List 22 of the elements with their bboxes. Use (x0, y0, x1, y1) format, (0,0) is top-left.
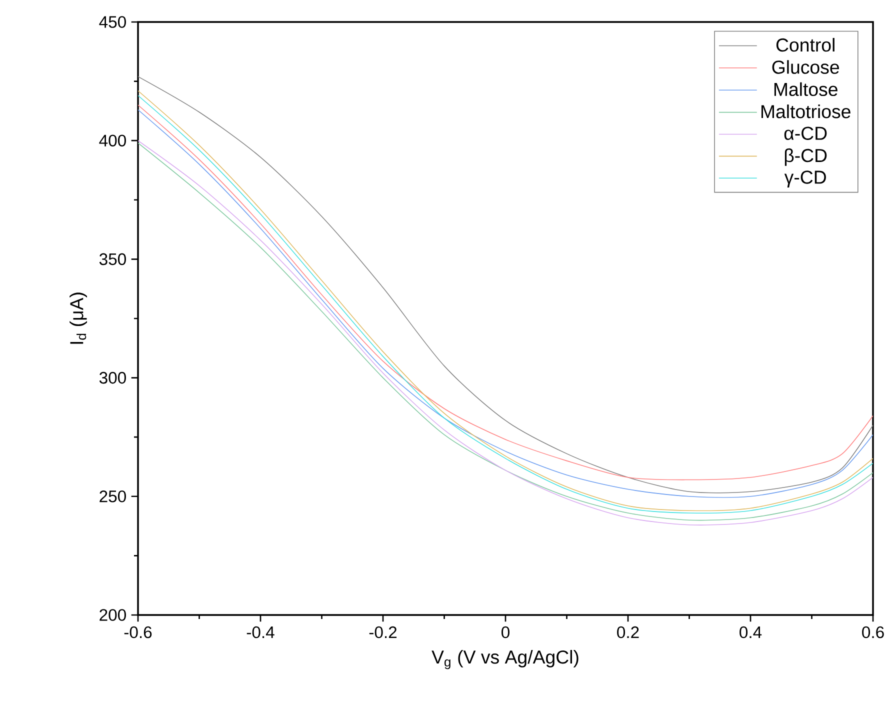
x-tick-label: 0.4 (740, 626, 762, 638)
y-tick-label: 450 (99, 16, 126, 28)
y-tick-label: 400 (99, 134, 126, 146)
y-tick-label: 250 (100, 490, 126, 502)
legend-label: α-CD (784, 126, 827, 140)
x-tick-label: -0.6 (124, 626, 152, 638)
x-axis-title: V$_{g}$ (V vs Ag/AgCl) (432, 650, 578, 670)
x-tick-label: 0.6 (862, 626, 884, 638)
legend-label: Control (776, 38, 834, 52)
legend-label: Maltose (774, 82, 838, 96)
x-tick-label: -0.4 (246, 626, 274, 638)
legend-label: β-CD (784, 148, 827, 166)
y-tick-label: 350 (99, 253, 126, 266)
y-tick-label: 300 (99, 372, 126, 384)
y-tick-label: 200 (100, 609, 126, 621)
legend-label: Maltotriose (761, 104, 850, 118)
x-tick-label: -0.2 (369, 626, 397, 638)
y-axis-title: I$_{d}$ (μA) (70, 292, 88, 344)
x-tick-label: 0.2 (617, 626, 639, 638)
legend-label: Glucose (772, 60, 839, 74)
legend-label: γ-CD (784, 170, 826, 188)
x-tick-label: 0 (502, 626, 510, 638)
